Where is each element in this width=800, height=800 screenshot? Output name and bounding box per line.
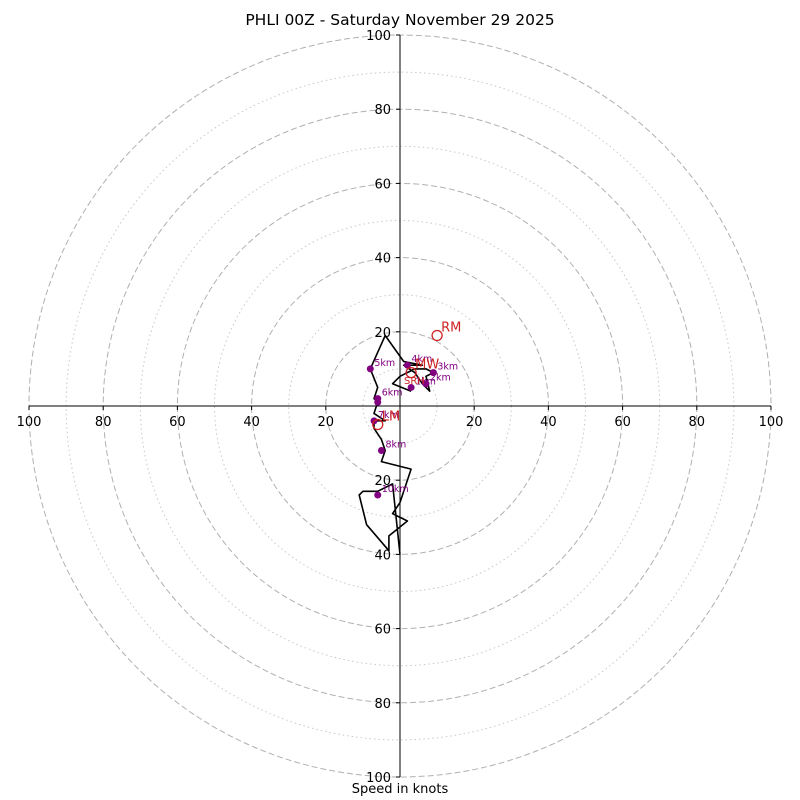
x-tick-label: 100: [17, 415, 42, 430]
y-tick-label: 100: [366, 29, 391, 44]
height-marker-point: [429, 369, 437, 377]
x-tick-label: 100: [759, 415, 784, 430]
chart-title: PHLI 00Z - Saturday November 29 2025: [245, 11, 555, 29]
axes: [29, 35, 771, 777]
annotations: SRH: [404, 376, 425, 387]
height-marker-point: [377, 447, 385, 455]
height-marker-point: [374, 398, 382, 406]
x-tick-label: 60: [169, 415, 186, 430]
storm-motion-markers: RM LM MW: [372, 321, 461, 431]
x-tick-label: 60: [614, 415, 631, 430]
storm-motion-label: LM: [382, 410, 400, 425]
height-marker-label: 10km: [382, 484, 409, 495]
y-tick-label: 60: [374, 177, 391, 192]
storm-motion-label: MW: [415, 358, 439, 373]
tick-labels: 100 80 60 40 20 20 40 60 80 100 100 80 60 40 20 20 40 60 8…: [17, 29, 784, 786]
height-marker-label: 8km: [385, 440, 406, 451]
height-marker-label: 7km: [378, 410, 399, 421]
y-tick-label: 40: [374, 548, 391, 563]
x-tick-label: 40: [243, 415, 260, 430]
height-marker-label: 3km: [437, 362, 458, 373]
y-tick-label: 80: [374, 103, 391, 118]
height-marker-point: [403, 361, 411, 369]
x-tick-label: 80: [95, 415, 112, 430]
y-tick-label: 20: [374, 326, 391, 341]
x-tick-label: 20: [466, 415, 483, 430]
height-markers: 1km2km3km4km5km6km7km8km10km: [366, 354, 458, 499]
height-marker-point: [374, 491, 382, 499]
storm-motion-point: [431, 329, 443, 342]
height-marker-label: 4km: [411, 354, 432, 365]
height-marker-label: 5km: [374, 358, 395, 369]
y-tick-label: 20: [374, 474, 391, 489]
storm-motion-label: RM: [441, 321, 461, 336]
storm-motion-point: [372, 418, 384, 431]
y-tick-label: 40: [374, 252, 391, 267]
height-marker-point: [407, 383, 415, 391]
height-marker-label: 6km: [382, 388, 403, 399]
x-tick-label: 20: [318, 415, 335, 430]
y-tick-label: 100: [366, 771, 391, 786]
annotation-label: SRH: [404, 376, 425, 387]
height-marker-point: [422, 380, 430, 388]
y-tick-label: 80: [374, 697, 391, 712]
x-tick-label: 40: [540, 415, 557, 430]
x-axis-label: Speed in knots: [351, 782, 449, 797]
y-tick-label: 60: [374, 623, 391, 638]
x-tick-label: 80: [689, 415, 706, 430]
storm-motion-point: [405, 366, 417, 379]
height-marker-label: 2km: [430, 373, 451, 384]
height-marker-point: [366, 365, 374, 373]
